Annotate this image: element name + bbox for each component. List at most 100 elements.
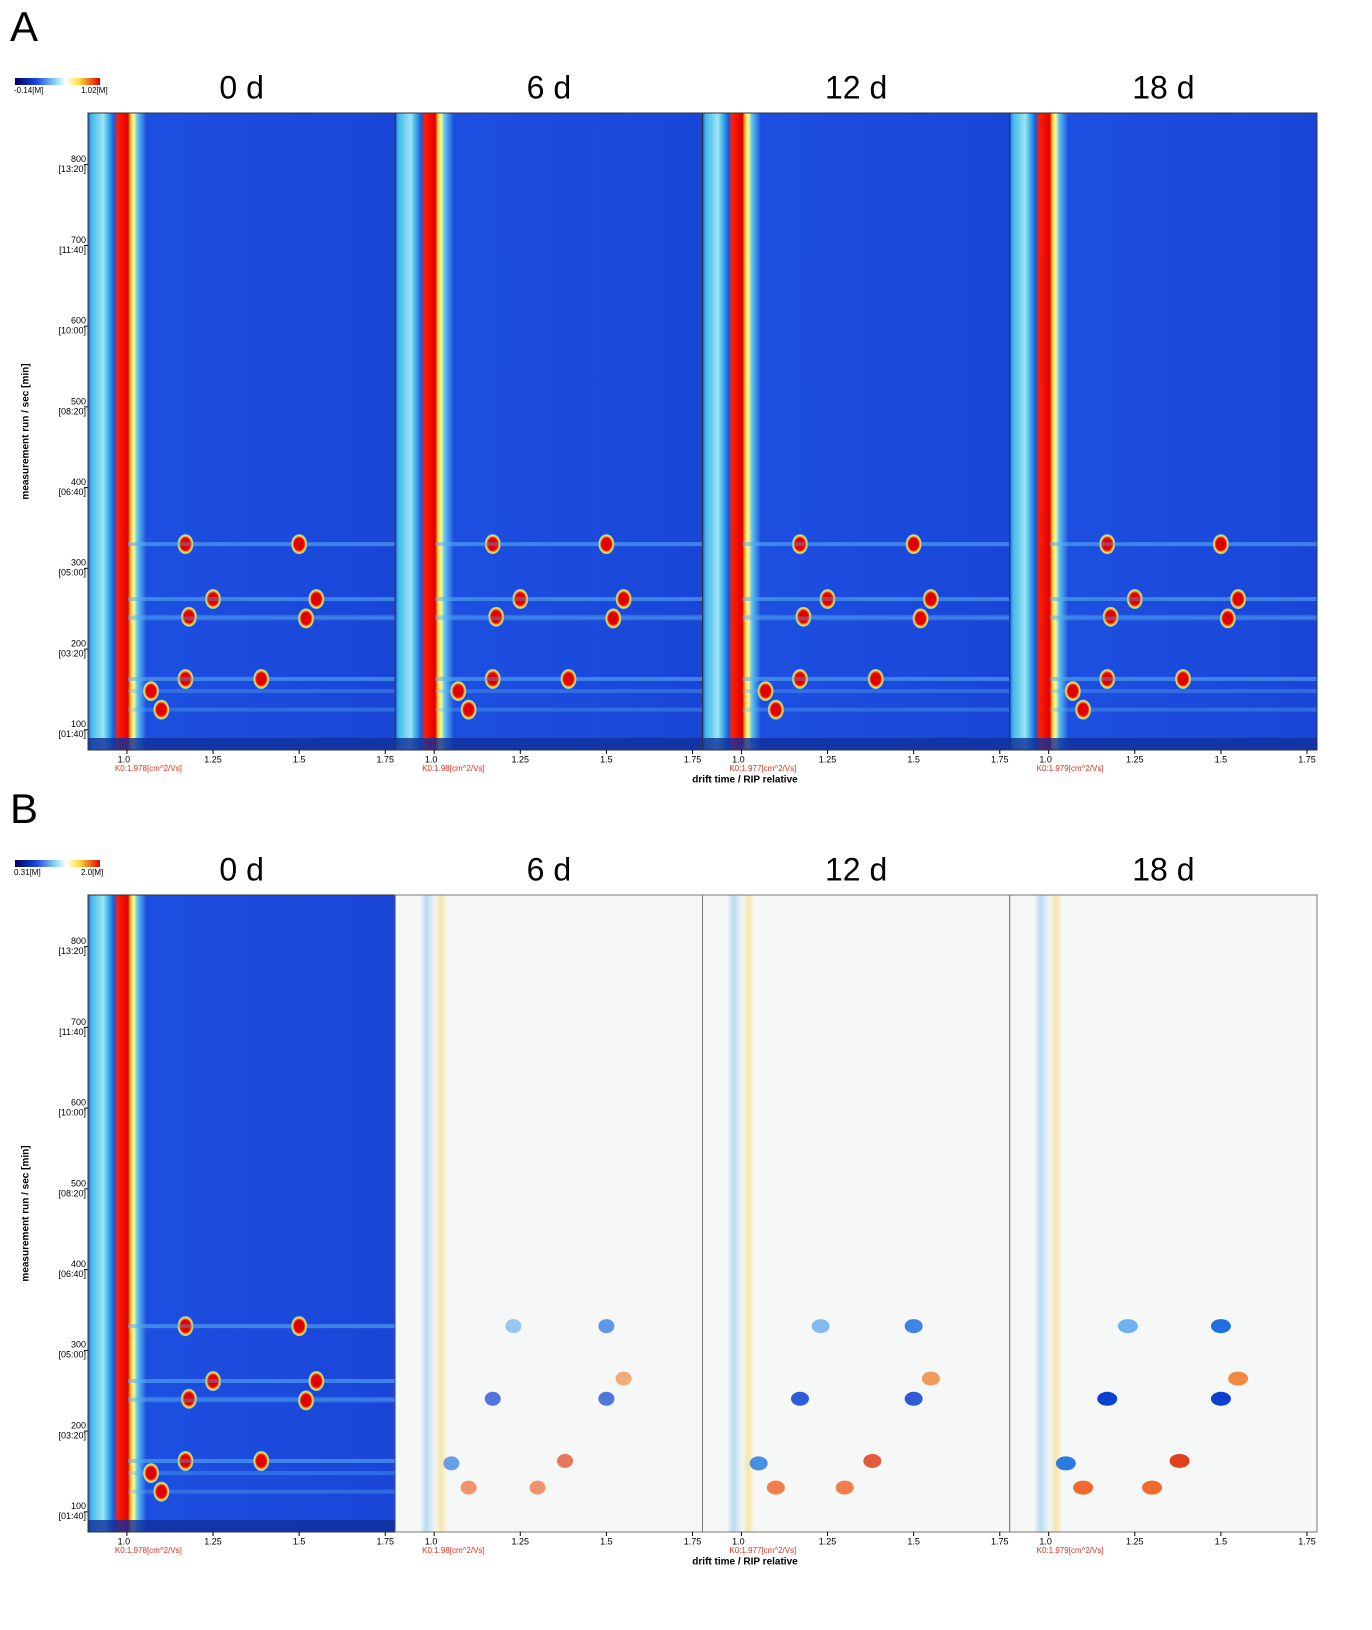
- spot: [1126, 589, 1143, 610]
- streak: [742, 707, 1010, 712]
- streak: [435, 707, 703, 712]
- y-tick-time: [08:20]: [58, 1188, 86, 1198]
- x-tick-label: 1.0: [1039, 754, 1052, 764]
- streak: [128, 1379, 396, 1384]
- streak: [435, 542, 703, 547]
- x-tick-label: 1.25: [1126, 1536, 1144, 1546]
- diff-spot: [484, 1391, 501, 1406]
- spot: [767, 699, 784, 720]
- diff-spot: [460, 1480, 477, 1495]
- spot: [143, 681, 160, 702]
- k0-label: K0:1.98[cm^2/Vs]: [422, 764, 484, 773]
- streak: [128, 1379, 396, 1384]
- panel-frame: [1009, 894, 1318, 1533]
- panel-frame: [1009, 112, 1318, 751]
- streak: [128, 616, 396, 621]
- spot: [512, 589, 529, 610]
- x-tick-label: 1.5: [600, 754, 613, 764]
- k0-label: K0:1.977[cm^2/Vs]: [729, 764, 796, 773]
- x-tick-label: 1.5: [600, 1536, 613, 1546]
- heatmap-background: [1009, 113, 1317, 750]
- streak: [742, 542, 1010, 547]
- diff-spot: [1142, 1480, 1163, 1495]
- streak: [742, 689, 1010, 694]
- y-tick-time: [11:40]: [59, 1027, 86, 1037]
- streak: [128, 689, 396, 694]
- streak: [1049, 689, 1317, 694]
- y-tick-label: 600: [71, 316, 86, 326]
- y-tick-label: 800: [71, 936, 86, 946]
- diff-spot: [505, 1319, 522, 1334]
- spot: [1102, 606, 1119, 627]
- panel-title: 6 d: [527, 851, 571, 887]
- spot: [177, 1450, 194, 1471]
- spot: [488, 606, 505, 627]
- y-axis-label: measurement run / sec [min]: [21, 363, 32, 499]
- panel: [394, 112, 703, 751]
- panel-plot: [1009, 113, 1317, 750]
- panel-plot: [702, 113, 1010, 750]
- x-axis-label: drift time / RIP relative: [692, 1557, 798, 1568]
- y-tick-label: 600: [71, 1098, 86, 1108]
- spot: [177, 534, 194, 555]
- x-tick-label: 1.75: [1298, 1536, 1316, 1546]
- x-tick-label: 1.75: [376, 1536, 394, 1546]
- diff-spot: [811, 1319, 830, 1334]
- y-tick-label: 800: [71, 154, 86, 164]
- diff-spot: [1117, 1319, 1138, 1334]
- spot: [450, 681, 467, 702]
- panel-title: 12 d: [825, 69, 887, 105]
- x-tick-label: 1.0: [118, 754, 131, 764]
- panel: [1009, 112, 1318, 751]
- spot: [795, 606, 812, 627]
- heatmap-background: [88, 895, 396, 1532]
- diff-spot: [557, 1453, 574, 1468]
- streak: [128, 1324, 396, 1329]
- spot: [757, 681, 774, 702]
- panel-title: 6 d: [527, 69, 571, 105]
- diff-spot: [790, 1391, 809, 1406]
- y-axis-label: measurement run / sec [min]: [21, 1145, 32, 1281]
- spot: [205, 589, 222, 610]
- diff-spot: [598, 1319, 615, 1334]
- streak: [128, 707, 396, 712]
- diff-spot: [598, 1391, 615, 1406]
- spot: [1075, 699, 1092, 720]
- streak: [128, 1398, 396, 1403]
- streak: [742, 614, 1010, 619]
- y-tick-label: 400: [71, 477, 86, 487]
- spot: [291, 534, 308, 555]
- x-tick-label: 1.75: [684, 1536, 702, 1546]
- y-tick-label: 700: [71, 1017, 86, 1027]
- streak: [128, 542, 396, 547]
- spot: [143, 1463, 160, 1484]
- heatmap-background: [1009, 895, 1317, 1532]
- x-tick-label: 1.25: [1126, 754, 1144, 764]
- spot: [180, 606, 197, 627]
- spot: [308, 1371, 325, 1392]
- diff-spot: [904, 1319, 923, 1334]
- spot: [912, 608, 929, 629]
- spot: [205, 1371, 222, 1392]
- streak: [742, 597, 1010, 602]
- streak: [128, 1489, 396, 1494]
- k0-label: K0:1.979[cm^2/Vs]: [1037, 764, 1104, 773]
- streak: [128, 542, 396, 547]
- streak: [435, 542, 703, 547]
- y-tick-label: 100: [71, 719, 86, 729]
- diff-spot: [1210, 1391, 1231, 1406]
- diff-spot: [921, 1371, 940, 1386]
- x-tick-label: 1.75: [684, 754, 702, 764]
- panel-plot: [88, 113, 396, 750]
- y-tick-time: [01:40]: [58, 1511, 86, 1521]
- streak: [128, 1396, 396, 1401]
- colorbar: [15, 860, 100, 867]
- spot: [560, 668, 577, 689]
- section-label: A: [10, 3, 38, 50]
- spot: [1219, 608, 1236, 629]
- diff-spot: [1169, 1453, 1190, 1468]
- spot: [905, 534, 922, 555]
- y-tick-time: [13:20]: [58, 164, 86, 174]
- colorbar: [15, 78, 100, 85]
- x-tick-label: 1.0: [1039, 1536, 1052, 1546]
